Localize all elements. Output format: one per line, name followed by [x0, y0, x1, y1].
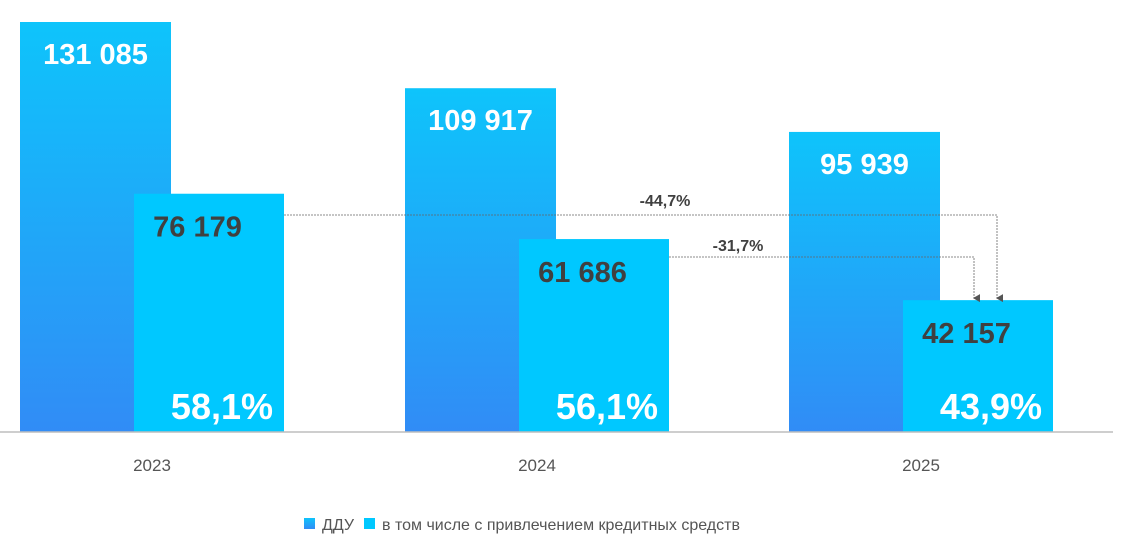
label-share-2023: 58,1%	[171, 386, 273, 427]
label-ddu-2025: 95 939	[820, 149, 909, 181]
label-share-2025: 43,9%	[940, 386, 1042, 427]
change-arrow-1	[669, 256, 980, 303]
label-credit-2025: 42 157	[922, 318, 1011, 350]
label-credit-2024: 61 686	[538, 257, 627, 289]
label-credit-2023: 76 179	[153, 212, 242, 244]
label-share-2024: 56,1%	[556, 386, 658, 427]
label-ddu-2023: 131 085	[43, 39, 148, 71]
change-label-1: -31,7%	[713, 238, 764, 255]
label-ddu-2024: 109 917	[428, 105, 533, 137]
legend-label-credit: в том числе с привлечением кредитных сре…	[382, 517, 740, 534]
x-tick-2024: 2024	[518, 456, 556, 475]
x-tick-2023: 2023	[133, 456, 171, 475]
bar-credit-2023	[134, 193, 284, 432]
bar-credit-2024	[519, 239, 669, 432]
legend: ДДУ в том числе с привлечением кредитных…	[304, 517, 740, 534]
legend-swatch-ddu	[304, 518, 315, 529]
legend-swatch-credit	[364, 518, 375, 529]
change-label-0: -44,7%	[640, 193, 691, 210]
legend-label-ddu: ДДУ	[322, 517, 355, 534]
change-arrow-0	[284, 214, 1003, 303]
x-tick-2025: 2025	[902, 456, 940, 475]
bar-credit-2025	[903, 300, 1053, 432]
